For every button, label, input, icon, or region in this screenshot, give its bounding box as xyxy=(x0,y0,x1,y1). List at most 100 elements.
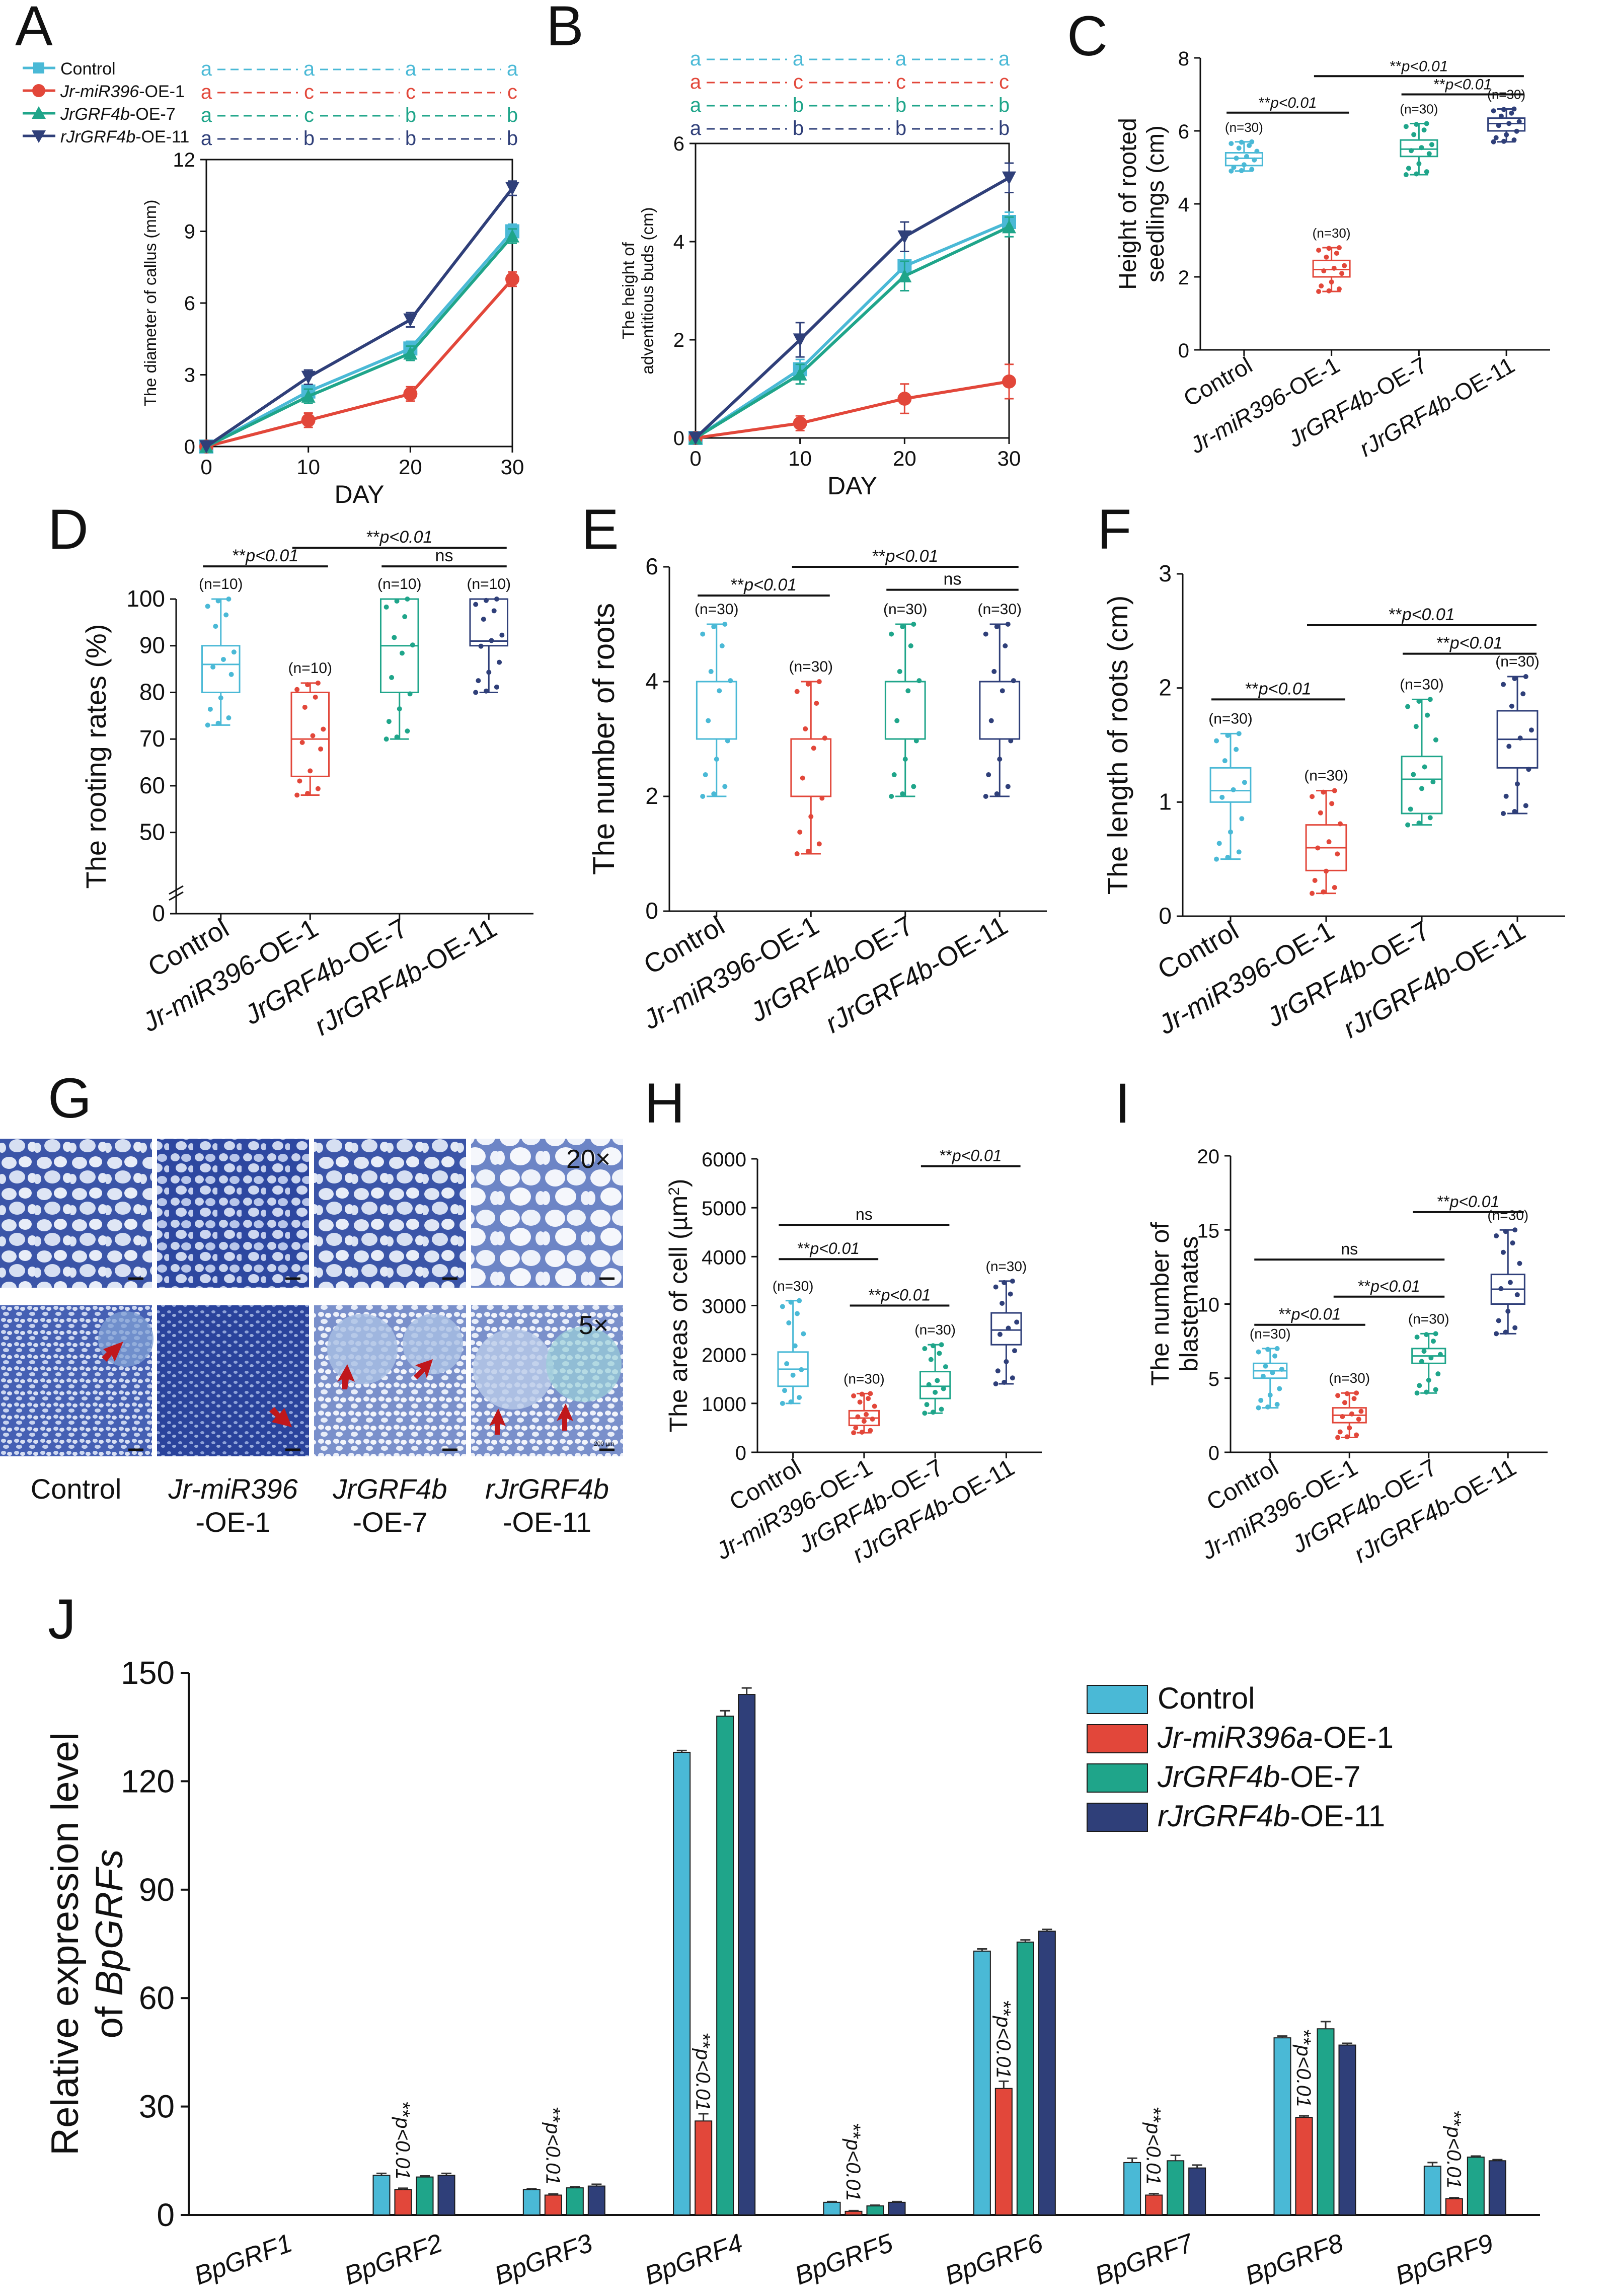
x-tick-label: 30 xyxy=(998,447,1021,470)
micrograph-label-mir396: Jr-miR396 -OE-1 xyxy=(146,1472,320,1539)
data-point-control xyxy=(1242,780,1247,785)
sig-stars: ** xyxy=(366,528,379,547)
x-axis-label: DAY xyxy=(334,480,384,508)
y-tick-label: 15 xyxy=(1197,1220,1220,1242)
bar-grf4b-bpgrf4 xyxy=(716,1716,734,2215)
x-tick-label: 20 xyxy=(399,455,422,479)
point-grf4b-day-30 xyxy=(1002,219,1016,234)
legend-label-mir396: Jr-miR396a-OE-1 xyxy=(1157,1721,1394,1754)
axis-break-mark xyxy=(169,885,184,895)
y-tick-label: 1 xyxy=(1159,788,1172,814)
legend-label-rest: Control xyxy=(1158,1681,1255,1715)
data-point-mir396 xyxy=(866,1396,871,1401)
sample-size-grf4b: (n=30) xyxy=(883,601,928,618)
magnification-20x: 20× xyxy=(566,1145,610,1174)
data-point-control xyxy=(780,1304,785,1309)
y-tick-label: 2 xyxy=(673,329,684,351)
significance-letter: c xyxy=(304,104,314,126)
data-point-mir396 xyxy=(1321,268,1327,274)
data-point-grf4b xyxy=(1406,166,1411,171)
data-point-grf4b xyxy=(891,772,897,777)
bar-rgrf4b-bpgrf5 xyxy=(888,2201,906,2216)
data-point-rgrf4b xyxy=(1503,793,1509,799)
sample-size-mir396: (n=30) xyxy=(1329,1370,1370,1386)
y-tick-label: 4 xyxy=(645,668,658,694)
data-point-mir396 xyxy=(318,746,324,752)
y-tick-label: 0 xyxy=(184,436,195,458)
sig-stars: ** xyxy=(1142,2107,1165,2123)
data-point-control xyxy=(220,656,226,662)
data-point-grf4b xyxy=(937,1351,942,1356)
sample-size-grf4b: (n=10) xyxy=(377,576,422,592)
data-point-mir396 xyxy=(805,681,811,687)
bar-control-bpgrf9 xyxy=(1423,2166,1441,2215)
legend-label-grf4b-italic: JrGRF4b xyxy=(60,105,130,124)
sample-size-mir396: (n=10) xyxy=(288,660,332,677)
data-point-mir396 xyxy=(310,733,316,738)
data-point-control xyxy=(792,1343,798,1349)
data-point-grf4b xyxy=(889,631,894,637)
y-axis-label-prefix: of xyxy=(88,1996,131,2039)
data-point-rgrf4b xyxy=(1496,1318,1501,1323)
sig-p: p<0.01 xyxy=(1449,634,1503,653)
data-point-mir396 xyxy=(868,1391,873,1396)
data-point-mir396 xyxy=(1337,821,1343,827)
panel-letter-g: G xyxy=(48,1067,92,1130)
y-tick-label: 0 xyxy=(1178,340,1189,362)
x-tick-label-rest: -OE-11 xyxy=(413,913,502,982)
box-mir396 xyxy=(290,691,330,777)
data-point-control xyxy=(215,720,221,726)
sample-size-grf4b: (n=30) xyxy=(914,1322,956,1338)
y-tick-label: 100 xyxy=(126,585,165,612)
data-point-grf4b xyxy=(1403,124,1409,129)
bar-control-bpgrf6 xyxy=(973,1950,991,2216)
significance-label: **p<0.01 xyxy=(1389,605,1454,624)
data-point-grf4b xyxy=(402,614,408,619)
significance-annotation: **p<0.01 xyxy=(692,2033,714,2111)
x-tick-label: 0 xyxy=(200,455,212,479)
data-point-rgrf4b xyxy=(1012,1348,1017,1354)
data-point-grf4b xyxy=(386,719,392,724)
data-point-mir396 xyxy=(1316,289,1322,294)
point-rgrf4b-day-0 xyxy=(688,431,703,445)
y-tick-label: 90 xyxy=(139,632,165,658)
data-point-grf4b xyxy=(905,688,911,694)
sig-p: p<0.01 xyxy=(245,546,298,565)
point-rgrf4b-day-10 xyxy=(793,333,807,347)
data-point-rgrf4b xyxy=(1000,1300,1005,1306)
scale-bar-label: 200 µm xyxy=(594,1440,614,1447)
data-point-grf4b xyxy=(922,1411,928,1416)
data-point-mir396 xyxy=(822,735,827,741)
y-tick-label: 4 xyxy=(1178,194,1189,216)
panel-letter-j: J xyxy=(48,1588,76,1651)
data-point-rgrf4b xyxy=(1494,1331,1499,1337)
significance-label: **p<0.01 xyxy=(872,547,938,566)
sig-stars: ** xyxy=(1442,2111,1465,2126)
significance-letter: a xyxy=(201,104,212,126)
significance-letter: b xyxy=(303,127,315,150)
data-point-mir396 xyxy=(1316,247,1322,253)
bar-grf4b-bpgrf5 xyxy=(866,2205,884,2215)
data-point-mir396 xyxy=(797,829,803,835)
category-label-bpgrf8: BpGRF8 xyxy=(1242,2229,1347,2291)
data-point-rgrf4b xyxy=(497,659,502,665)
legend-label-mir396-italic: Jr-miR396 xyxy=(60,82,139,101)
data-point-control xyxy=(786,1320,792,1325)
significance-letter: b xyxy=(999,117,1010,139)
x-tick-label-rest: -OE-7 xyxy=(1365,352,1431,405)
data-point-rgrf4b xyxy=(494,597,499,602)
significance-label: ns xyxy=(944,570,962,589)
data-point-control xyxy=(210,664,216,670)
sig-stars: ** xyxy=(692,2033,714,2049)
y-tick-label: 3000 xyxy=(702,1296,746,1318)
data-point-control xyxy=(790,1372,796,1378)
data-point-rgrf4b xyxy=(1507,1280,1513,1285)
data-point-control xyxy=(215,598,221,604)
panel-a-legend: Control Jr-miR396-OE-1 JrGRF4b-OE-7 rJrG… xyxy=(23,59,189,146)
series-line-mir396 xyxy=(695,380,1010,439)
sample-size-control: (n=30) xyxy=(773,1278,814,1294)
panel-letter-c: C xyxy=(1067,5,1108,67)
data-point-rgrf4b xyxy=(473,602,479,607)
